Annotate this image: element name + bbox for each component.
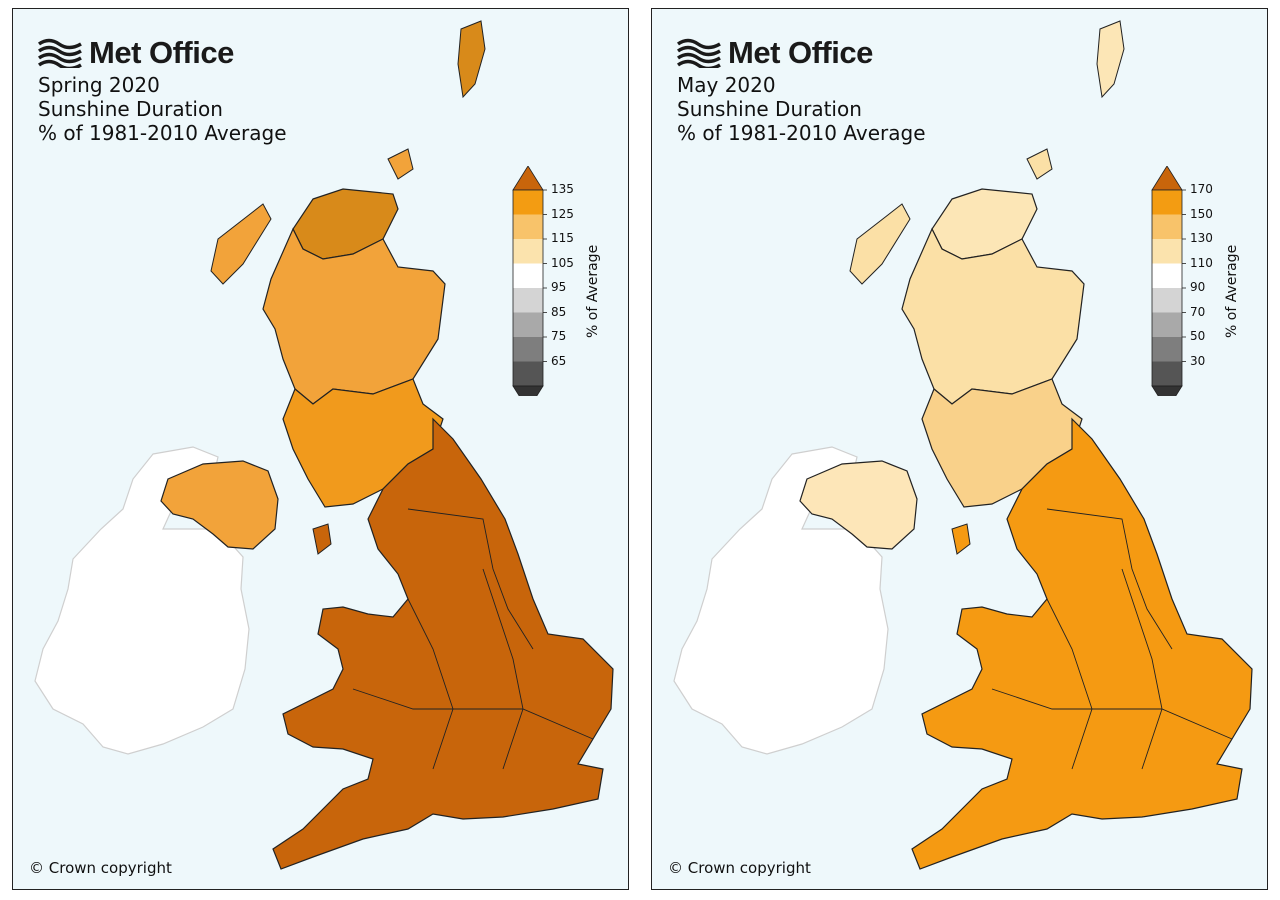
isle-of-man — [312, 523, 332, 555]
outer-hebrides — [210, 203, 272, 285]
brand-name: Met Office — [89, 35, 234, 70]
colorbar-tick-label: 130 — [1190, 231, 1213, 245]
shetland — [1096, 20, 1125, 99]
colorbar-segment — [1152, 239, 1182, 264]
colorbar-segment — [513, 263, 543, 288]
region-boundaries — [352, 508, 594, 770]
colorbar-segment — [1152, 288, 1182, 313]
legend-title: % of Average — [585, 244, 601, 338]
map-title-line-1: Spring 2020 — [38, 73, 160, 97]
brand-name: Met Office — [728, 35, 873, 70]
colorbar-tick-label: 110 — [1190, 255, 1213, 270]
map-title-line-2: Sunshine Duration — [677, 97, 862, 121]
colorbar-tick-label: 115 — [551, 231, 574, 245]
colorbar-segment — [513, 214, 543, 239]
colorbar-top-arrow — [1151, 166, 1183, 191]
scotland-mid-region — [901, 227, 1085, 405]
colorbar — [1151, 166, 1186, 396]
colorbar-segment — [513, 312, 543, 337]
colorbar-tick-label: 95 — [551, 280, 567, 294]
colorbar — [512, 166, 547, 396]
england-wales-region — [911, 417, 1253, 870]
colorbar-tick-label: 65 — [551, 353, 567, 368]
colorbar-tick-label: 90 — [1190, 280, 1206, 294]
colorbar-tick-label: 125 — [551, 206, 574, 221]
colorbar-legend: % of Average 135 125 115 105 95 85 75 65 — [501, 166, 621, 396]
colorbar-bottom-arrow — [512, 385, 544, 396]
northern-ireland-region — [160, 460, 279, 550]
colorbar-segment — [1152, 263, 1182, 288]
outer-hebrides — [849, 203, 911, 285]
colorbar-segment — [513, 361, 543, 386]
met-office-wave-icon — [37, 38, 82, 68]
colorbar-segment — [1152, 214, 1182, 239]
copyright-notice: © Crown copyright — [668, 859, 811, 877]
northern-ireland-region — [799, 460, 918, 550]
colorbar-top-arrow — [512, 166, 544, 191]
colorbar-tick-label: 135 — [551, 182, 574, 196]
met-office-wave-icon — [676, 38, 721, 68]
colorbar-tick-label: 70 — [1190, 304, 1206, 319]
uk-map — [34, 20, 614, 870]
scotland-mid-region — [262, 227, 446, 405]
colorbar-tick-label: 170 — [1190, 182, 1213, 196]
colorbar-tick-label: 75 — [551, 329, 567, 343]
colorbar-tick-label: 50 — [1190, 329, 1206, 343]
map-panel-spring: Met Office Spring 2020 Sunshine Duration… — [12, 8, 629, 890]
map-title-line-2: Sunshine Duration — [38, 97, 223, 121]
map-panel-may: Met Office May 2020 Sunshine Duration % … — [651, 8, 1268, 890]
colorbar-legend: % of Average 170 150 130 110 90 70 50 30 — [1140, 166, 1260, 396]
met-office-logo: Met Office — [37, 33, 234, 73]
colorbar-segment — [513, 337, 543, 362]
map-title-line-3: % of 1981-2010 Average — [677, 121, 926, 145]
orkney — [1026, 148, 1053, 180]
colorbar-segment — [513, 288, 543, 313]
map-title-line-1: May 2020 — [677, 73, 776, 97]
colorbar-tick-label: 150 — [1190, 206, 1213, 221]
colorbar-tick-label: 30 — [1190, 353, 1206, 368]
met-office-logo: Met Office — [676, 33, 873, 73]
colorbar-segment — [1152, 190, 1182, 215]
map-title-line-3: % of 1981-2010 Average — [38, 121, 287, 145]
map-title: May 2020 Sunshine Duration % of 1981-201… — [677, 73, 926, 145]
map-title: Spring 2020 Sunshine Duration % of 1981-… — [38, 73, 287, 145]
colorbar-tick-label: 85 — [551, 304, 567, 319]
colorbar-segment — [1152, 312, 1182, 337]
legend-title: % of Average — [1224, 244, 1240, 338]
shetland — [457, 20, 486, 99]
colorbar-segment — [1152, 361, 1182, 386]
colorbar-bottom-arrow — [1151, 385, 1183, 396]
copyright-notice: © Crown copyright — [29, 859, 172, 877]
orkney — [387, 148, 414, 180]
uk-map — [673, 20, 1253, 870]
colorbar-segment — [1152, 337, 1182, 362]
colorbar-segment — [513, 190, 543, 215]
colorbar-tick-label: 105 — [551, 255, 574, 270]
england-wales-region — [272, 417, 614, 870]
colorbar-segment — [513, 239, 543, 264]
region-boundaries — [991, 508, 1233, 770]
isle-of-man — [951, 523, 971, 555]
